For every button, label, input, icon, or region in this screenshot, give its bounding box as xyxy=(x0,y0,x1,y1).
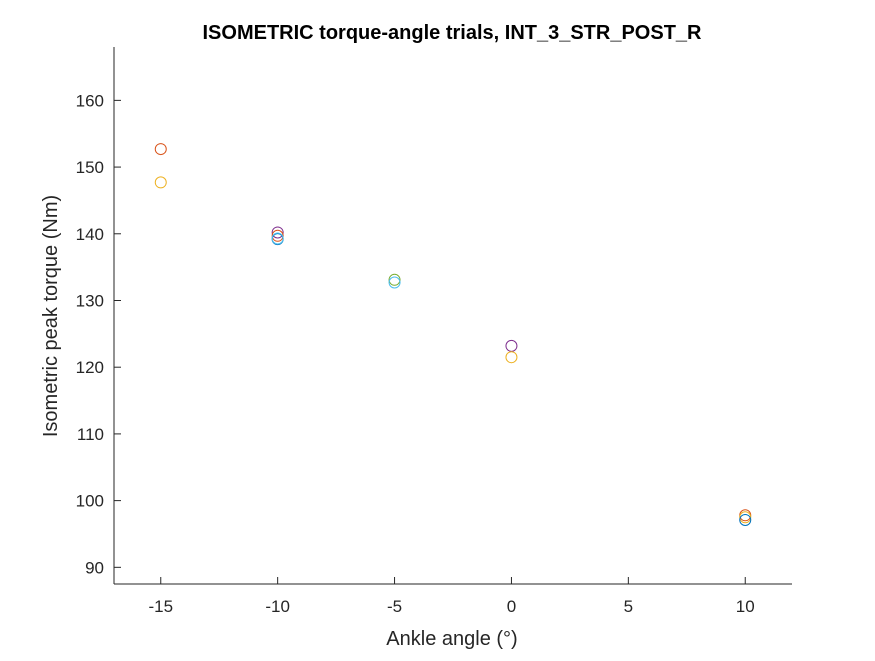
y-tick-label: 90 xyxy=(85,558,104,577)
data-point xyxy=(154,143,167,156)
data-point xyxy=(271,232,284,245)
x-tick-label: -15 xyxy=(148,597,173,616)
x-ticks: -15 -10 -5 0 5 10 xyxy=(148,577,755,616)
x-tick-label: 10 xyxy=(736,597,755,616)
data-point xyxy=(388,273,401,286)
y-tick-label: 120 xyxy=(76,358,104,377)
y-ticks: 90 100 110 120 130 140 150 160 xyxy=(76,91,121,577)
y-tick-label: 160 xyxy=(76,91,104,110)
data-points xyxy=(154,143,752,526)
x-axis-title: Ankle angle (°) xyxy=(386,628,517,650)
y-tick-label: 150 xyxy=(76,158,104,177)
x-tick-label: -10 xyxy=(265,597,290,616)
data-point xyxy=(505,351,518,364)
x-tick-label: 5 xyxy=(624,597,633,616)
y-tick-label: 130 xyxy=(76,291,104,310)
x-tick-label: 0 xyxy=(507,597,516,616)
y-tick-label: 100 xyxy=(76,492,104,511)
y-axis-title: Isometric peak torque (Nm) xyxy=(40,195,62,437)
data-point xyxy=(739,513,752,526)
y-tick-label: 140 xyxy=(76,225,104,244)
y-tick-label: 110 xyxy=(77,425,104,444)
data-point xyxy=(154,176,167,189)
x-tick-label: -5 xyxy=(387,597,402,616)
data-point xyxy=(739,511,752,524)
data-point xyxy=(271,229,284,242)
chart-title: ISOMETRIC torque-angle trials, INT_3_STR… xyxy=(203,22,703,44)
data-point xyxy=(388,276,401,289)
data-point xyxy=(271,226,284,239)
axes xyxy=(113,47,792,585)
